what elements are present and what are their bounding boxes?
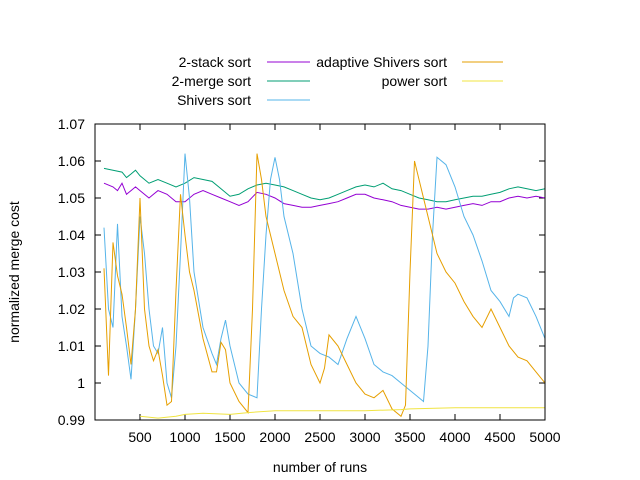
series-line-power-sort	[139, 407, 545, 419]
plot-frame	[94, 123, 546, 421]
series-line-2-stack-sort	[103, 182, 546, 210]
series-line-shivers-sort	[103, 153, 546, 403]
y-tick-label: 0.99	[58, 412, 85, 428]
y-tick-labels: 0.99 1 1.01 1.02 1.03 1.04 1.05 1.06 1.07	[58, 116, 85, 428]
y-tick-label: 1.01	[58, 338, 85, 354]
x-tick-label: 3500	[394, 429, 425, 445]
legend-label-2-merge-sort: 2-merge sort	[172, 73, 251, 89]
legend-label-shivers-sort: Shivers sort	[177, 92, 251, 108]
x-tick-label: 4000	[439, 429, 470, 445]
series-lines	[103, 153, 546, 419]
y-tick-label: 1.03	[58, 264, 85, 280]
y-tick-label: 1.05	[58, 190, 85, 206]
legend: 2-stack sort 2-merge sort Shivers sort adap…	[172, 54, 503, 108]
legend-label-power-sort: power sort	[382, 73, 447, 89]
x-tick-label: 1000	[169, 429, 200, 445]
x-axis-label: number of runs	[273, 459, 367, 475]
series-line-2-merge-sort	[103, 167, 546, 203]
legend-label-adaptive-shivers-sort: adaptive Shivers sort	[316, 54, 447, 70]
x-tick-label: 3000	[349, 429, 380, 445]
y-tick-label: 1.07	[58, 116, 85, 132]
x-tick-label: 5000	[529, 429, 560, 445]
x-tick-label: 4500	[484, 429, 515, 445]
y-tick-label: 1	[77, 375, 85, 391]
legend-label-2-stack-sort: 2-stack sort	[179, 54, 251, 70]
series-line-adaptive-shivers-sort	[103, 153, 546, 418]
x-tick-label: 500	[128, 429, 152, 445]
y-axis-label: normalized merge cost	[6, 201, 22, 343]
y-tick-label: 1.04	[58, 227, 85, 243]
y-tick-label: 1.02	[58, 301, 85, 317]
y-tick-label: 1.06	[58, 153, 85, 169]
x-tick-label: 1500	[214, 429, 245, 445]
x-tick-label: 2500	[304, 429, 335, 445]
x-tick-labels: 500 1000 1500 2000 2500 3000 3500 4000 4500 5000	[128, 429, 560, 445]
x-tick-label: 2000	[259, 429, 290, 445]
